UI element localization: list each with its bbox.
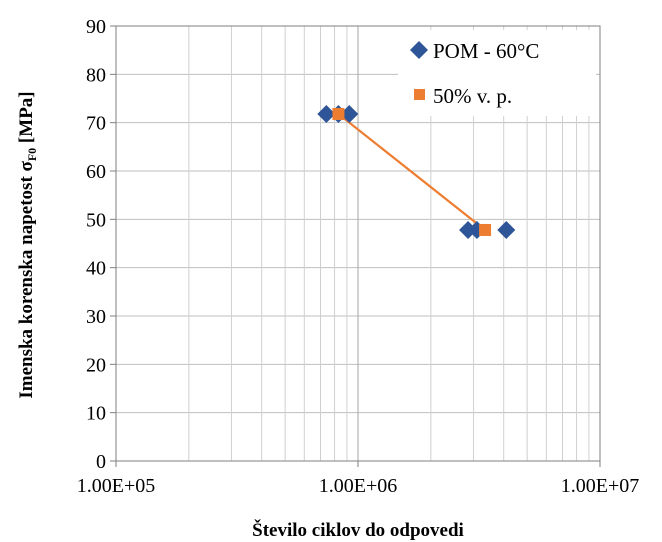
legend-label-50pct: 50% v. p.: [433, 84, 512, 108]
x-tick-label: 1.00E+05: [77, 475, 156, 497]
y-tick-label: 10: [86, 403, 106, 425]
point-square: [332, 107, 345, 120]
y-tick-label: 50: [86, 209, 106, 231]
legend-label-pom: POM - 60°C: [433, 39, 539, 63]
point-diamond: [497, 220, 516, 239]
legend-marker-50pct: [414, 89, 425, 100]
y-tick-label: 90: [86, 16, 106, 38]
y-axis-title: Imenska korenska napetost σF0 [MPa]: [16, 91, 39, 398]
y-tick-label: 60: [86, 161, 106, 183]
y-tick-label: 80: [86, 64, 106, 86]
data-series: [317, 104, 516, 239]
x-tick-label: 1.00E+07: [561, 475, 640, 497]
legend-marker-pom: [410, 41, 428, 59]
x-axis-title: Število ciklov do odpovedi: [252, 519, 464, 541]
tick-labels: 0 10 20 30 40 50 60 70 80 90 1.00E+05 1.00E+06 1.00E…: [77, 16, 640, 497]
legend: POM - 60°C 50% v. p.: [398, 30, 596, 116]
series-line-1: [337, 113, 486, 231]
y-axis-title-subscript: F0: [25, 148, 39, 161]
y-tick-label: 30: [86, 306, 106, 328]
y-axis-title-unit: [MPa]: [16, 91, 37, 147]
y-tick-label: 70: [86, 113, 106, 135]
y-axis-title-main: Imenska korenska napetost σ: [16, 160, 37, 398]
y-tick-label: 20: [86, 354, 106, 376]
plot-area-border: [115, 25, 601, 462]
y-tick-label: 40: [86, 258, 106, 280]
x-tick-label: 1.00E+06: [319, 475, 398, 497]
point-square: [479, 223, 492, 236]
point-diamond: [317, 104, 336, 123]
point-diamond: [340, 104, 359, 123]
y-tick-label: 0: [96, 451, 106, 473]
legend-background: [398, 30, 596, 116]
